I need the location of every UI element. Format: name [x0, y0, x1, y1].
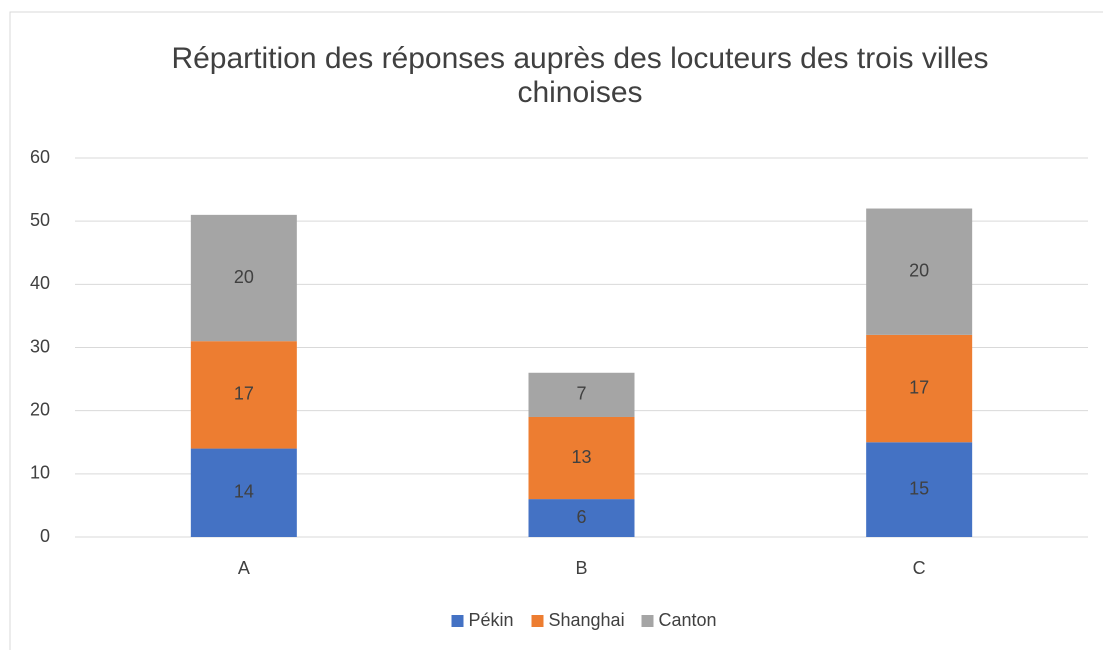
bar-segment [528, 416, 635, 500]
y-tick-label: 60 [30, 147, 50, 167]
y-tick-label: 10 [30, 463, 50, 483]
legend-swatch [531, 615, 544, 627]
bar-segment [866, 208, 973, 335]
data-label: 17 [909, 377, 929, 397]
chart-border [9, 11, 1103, 650]
bar-segment [190, 448, 297, 537]
y-tick-label: 20 [30, 399, 50, 419]
chart-title: Répartition des réponses auprès des locu… [171, 42, 989, 109]
bar-segment [190, 341, 297, 449]
data-label: 20 [909, 260, 929, 280]
x-tick-label: B [575, 558, 587, 578]
y-tick-label: 50 [30, 210, 50, 230]
legend-swatch [451, 615, 464, 627]
data-label: 17 [234, 384, 254, 404]
x-tick-label: C [913, 558, 926, 578]
bar-segment [190, 214, 297, 342]
data-label: 14 [234, 482, 254, 502]
data-label: 13 [571, 447, 591, 467]
bar-segment [528, 372, 635, 417]
legend-label: Shanghai [549, 610, 625, 630]
y-tick-label: 40 [30, 273, 50, 293]
data-label: 20 [234, 267, 254, 287]
x-tick-label: A [238, 558, 250, 578]
bar-segment [866, 442, 973, 537]
bar-segment [528, 499, 635, 537]
data-label: 15 [909, 478, 929, 498]
bar-segment [866, 334, 973, 443]
data-label: 7 [576, 384, 586, 404]
legend-label: Pékin [469, 610, 514, 630]
legend-swatch [641, 615, 654, 627]
legend-label: Canton [659, 610, 717, 630]
y-tick-label: 30 [30, 336, 50, 356]
data-label: 6 [576, 507, 586, 527]
y-tick-label: 0 [40, 526, 50, 546]
